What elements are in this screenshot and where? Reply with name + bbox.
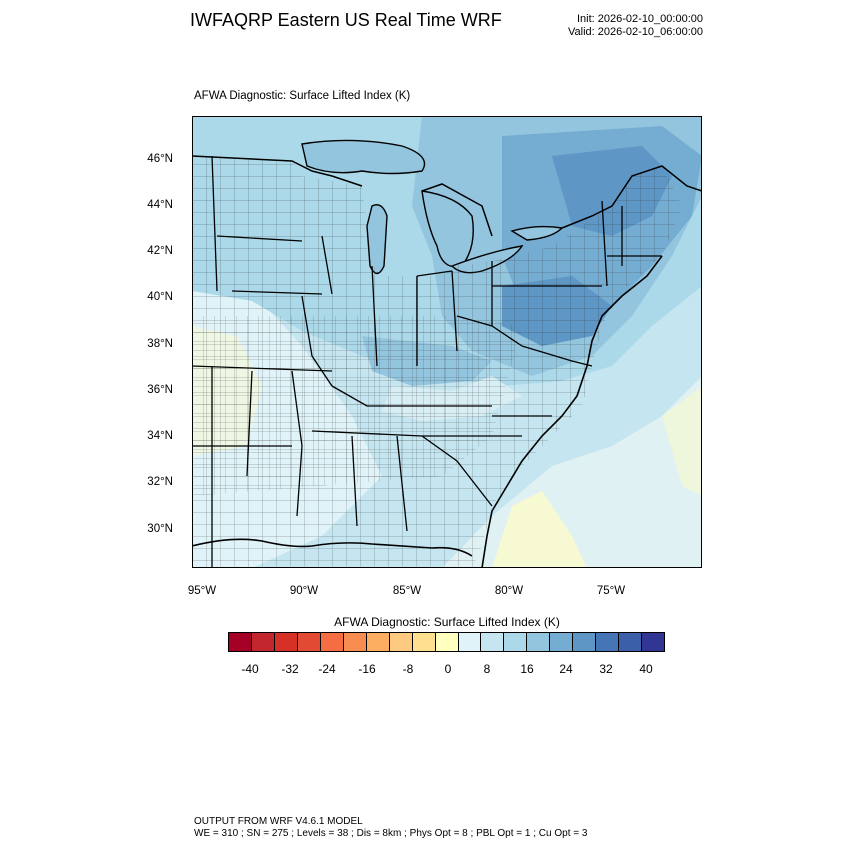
colorbar-label: 8 [483, 662, 491, 676]
map-panel [192, 116, 702, 568]
colorbar-label: -24 [318, 662, 336, 676]
colorbar-label: -32 [281, 662, 299, 676]
lifted-index-map [192, 116, 702, 568]
lat-label: 38°N [147, 338, 173, 350]
colorbar-label: 40 [639, 662, 653, 676]
colorbar-swatch [481, 633, 505, 651]
colorbar-swatch [297, 633, 321, 651]
colorbar-label: 24 [559, 662, 573, 676]
colorbar-swatch [343, 633, 367, 651]
colorbar-title: AFWA Diagnostic: Surface Lifted Index (K… [334, 615, 560, 629]
colorbar-swatch [412, 633, 436, 651]
lat-label: 30°N [147, 523, 173, 535]
lon-label: 75°W [596, 585, 626, 597]
atlantic-coastline [481, 255, 663, 568]
lat-label: 46°N [147, 153, 173, 165]
chart-title: IWFAQRP Eastern US Real Time WRF [190, 10, 502, 30]
lake-ontario [510, 225, 564, 241]
colorbar-label: -16 [358, 662, 376, 676]
colorbar-swatch [320, 633, 344, 651]
lake-superior [301, 139, 426, 175]
lat-label: 42°N [147, 245, 173, 257]
gulf-coastline [192, 538, 473, 557]
colorbar [228, 632, 665, 652]
lat-label: 40°N [147, 291, 173, 303]
colorbar-label: 32 [599, 662, 613, 676]
footer-line-2: WE = 310 ; SN = 275 ; Levels = 38 ; Dis … [194, 828, 588, 839]
lat-label: 44°N [147, 199, 173, 211]
lon-label: 85°W [392, 585, 422, 597]
field-atlantic-warm [492, 491, 587, 568]
colorbar-swatch [550, 633, 574, 651]
lat-label: 36°N [147, 384, 173, 396]
colorbar-swatch [458, 633, 482, 651]
colorbar-swatch [435, 633, 459, 651]
colorbar-swatch [573, 633, 597, 651]
colorbar-swatch [274, 633, 298, 651]
colorbar-swatch [504, 633, 528, 651]
time-info: Init: 2026-02-10_00:00:00 Valid: 2026-02… [540, 13, 703, 39]
map-frame [192, 116, 702, 568]
lat-label: 34°N [147, 430, 173, 442]
colorbar-swatch [366, 633, 390, 651]
canada-border [192, 155, 702, 237]
colorbar-swatch [527, 633, 551, 651]
plot-subtitle: AFWA Diagnostic: Surface Lifted Index (K… [194, 90, 411, 102]
colorbar-label: 0 [444, 662, 452, 676]
model-footer: OUTPUT FROM WRF V4.6.1 MODEL WE = 310 ; … [194, 816, 587, 840]
colorbar-label: -40 [241, 662, 259, 676]
colorbar-swatch [389, 633, 413, 651]
colorbar-label: 16 [520, 662, 534, 676]
colorbar-swatch [251, 633, 275, 651]
county-grid-dense [192, 316, 522, 496]
init-time: Init: 2026-02-10_00:00:00 [577, 13, 703, 25]
footer-line-1: OUTPUT FROM WRF V4.6.1 MODEL [194, 816, 363, 827]
colorbar-label: -8 [402, 662, 414, 676]
field-atlantic-south [442, 376, 702, 568]
lon-label: 95°W [187, 585, 217, 597]
state-borders [192, 155, 662, 568]
valid-time: Valid: 2026-02-10_06:00:00 [568, 26, 703, 38]
lat-label: 32°N [147, 476, 173, 488]
colorbar-swatch [642, 633, 665, 651]
colorbar-swatch [619, 633, 643, 651]
lon-label: 90°W [289, 585, 319, 597]
lon-label: 80°W [494, 585, 524, 597]
field-far-atlantic-warm [662, 386, 702, 496]
colorbar-swatch [596, 633, 620, 651]
colorbar-swatch [229, 633, 252, 651]
